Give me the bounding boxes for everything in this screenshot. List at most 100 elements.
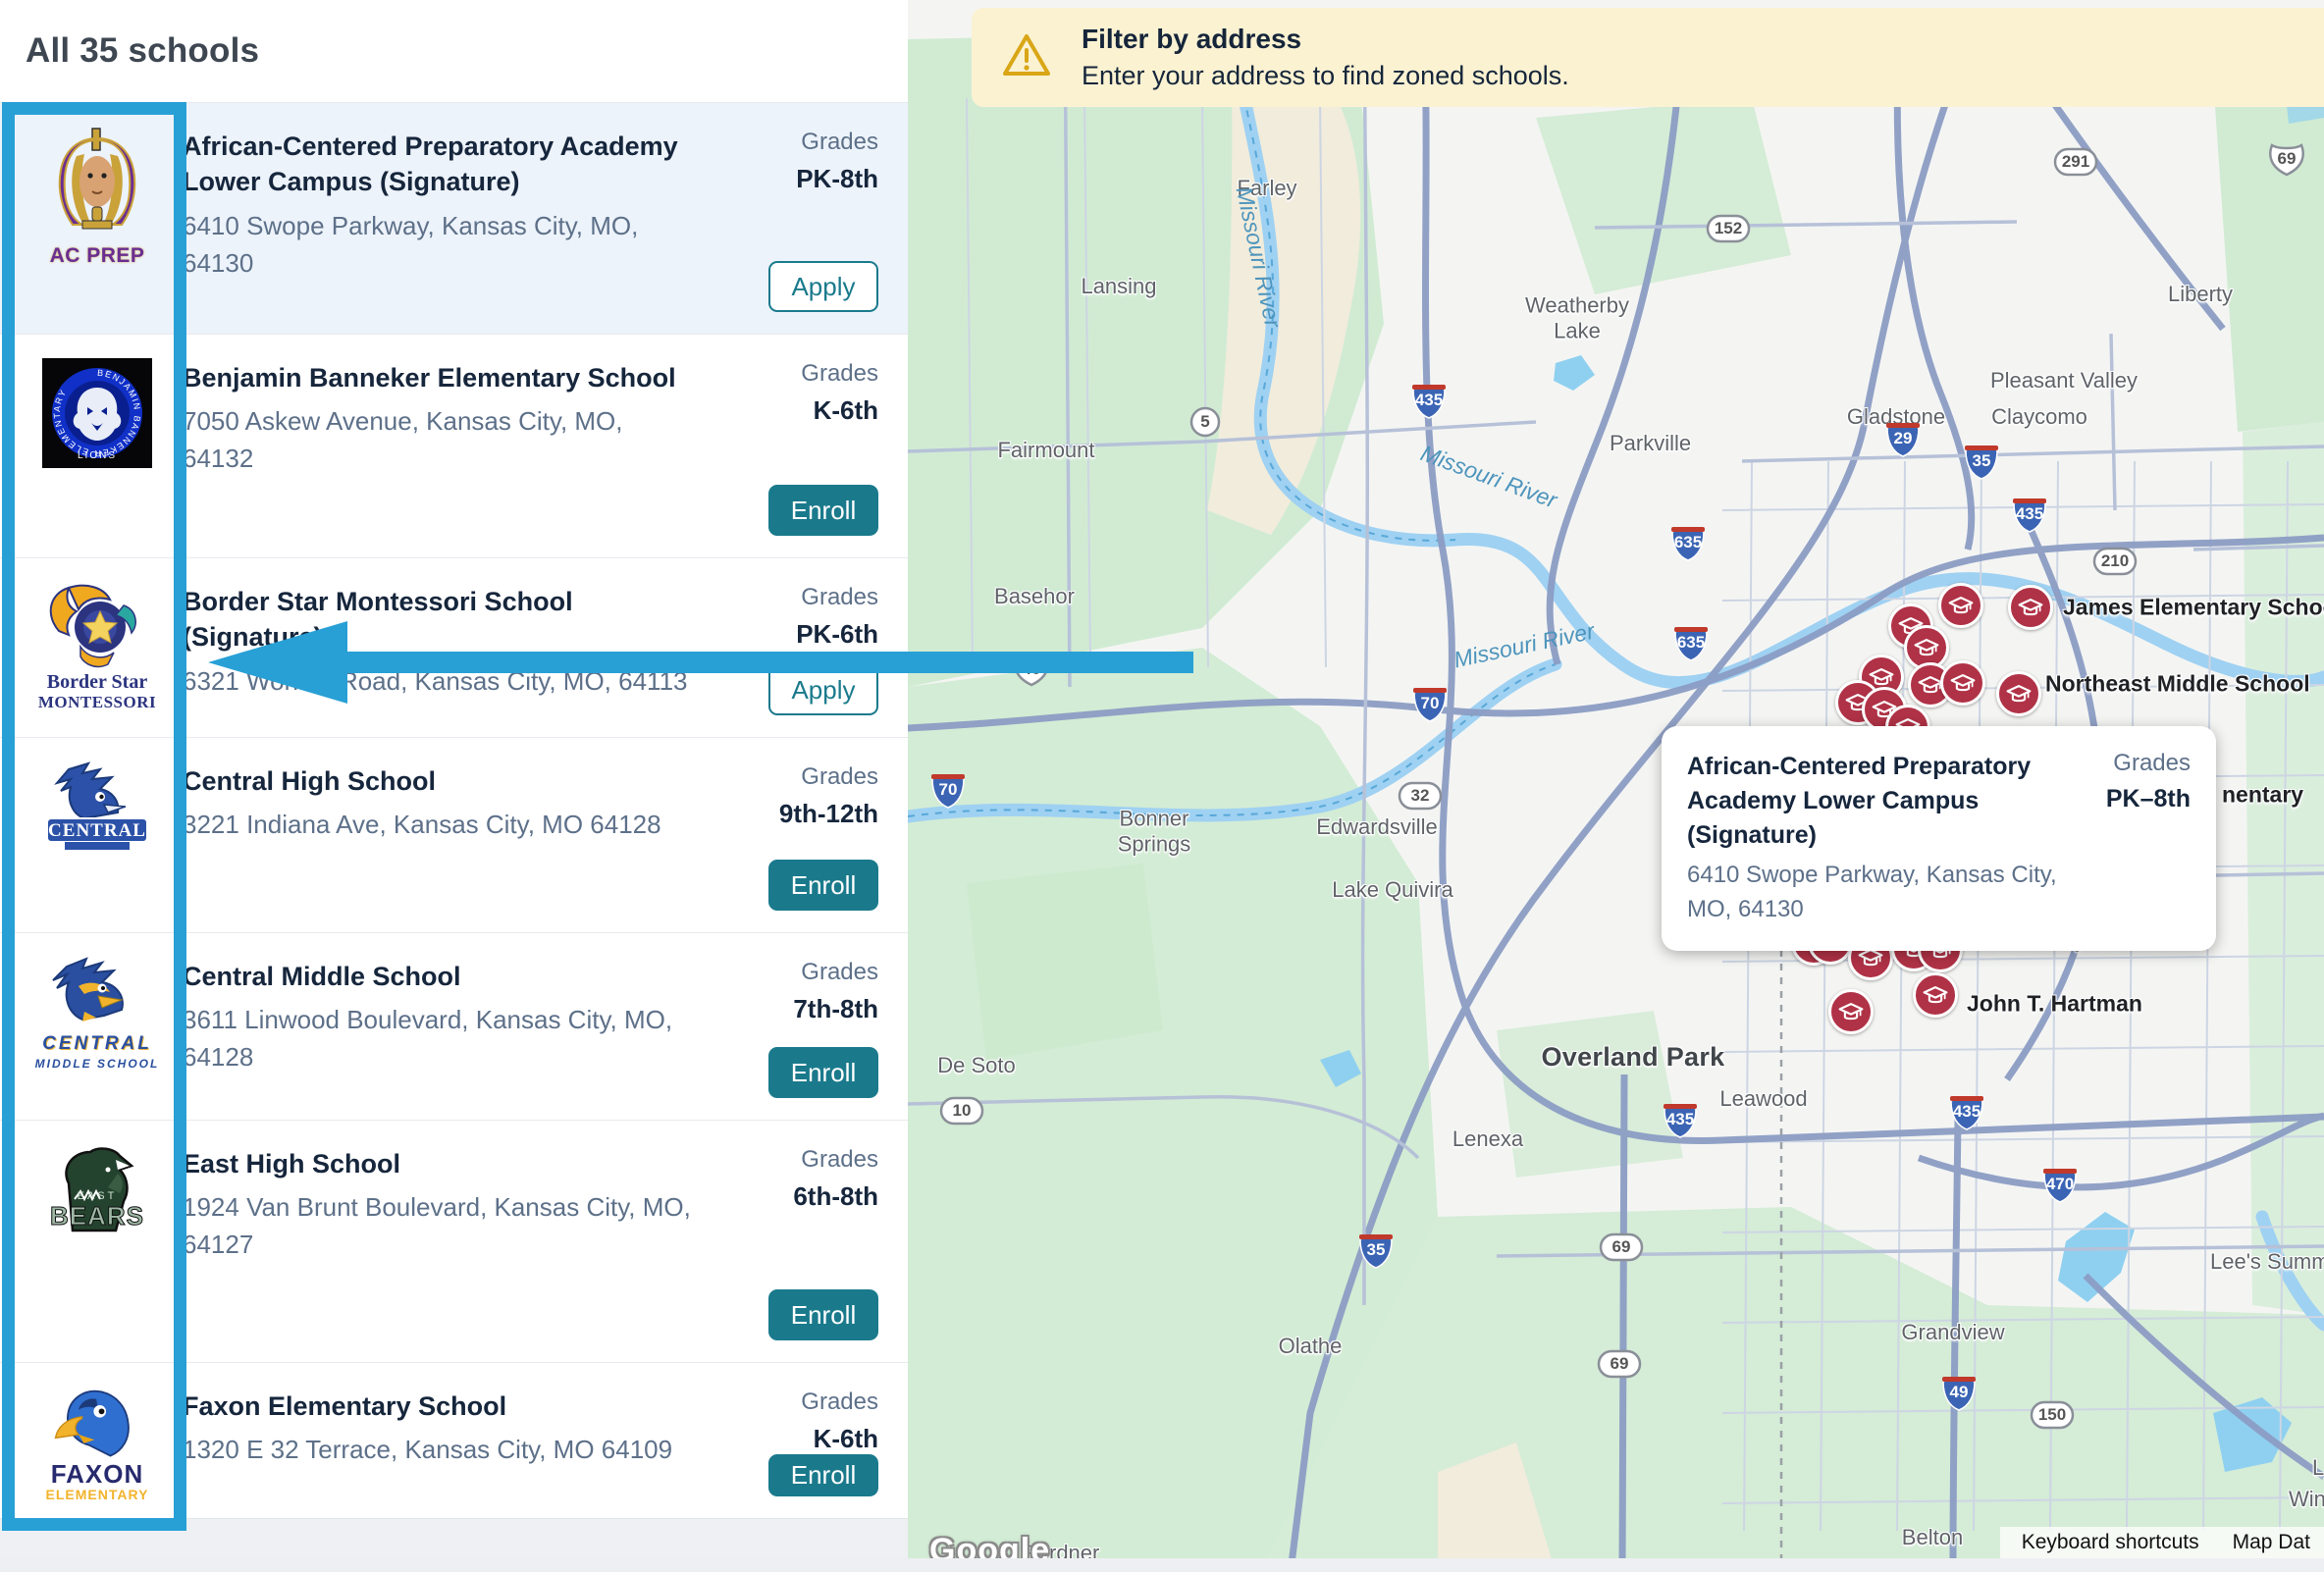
- highway-shield: 29: [1881, 417, 1925, 460]
- enroll-button[interactable]: Enroll: [768, 1454, 878, 1496]
- highway-shield: 35: [1960, 440, 2003, 483]
- popup-school-name: African-Centered Preparatory Academy Low…: [1687, 753, 2032, 849]
- east-logo-image: EAST BEARS: [49, 1147, 144, 1232]
- logo-caption: MONTESSORI: [37, 693, 157, 711]
- school-map-marker[interactable]: [1996, 671, 2041, 716]
- school-logo: CENTRAL: [29, 756, 165, 917]
- route-number: 69: [1610, 1354, 1629, 1373]
- school-logo: CENTRAL MIDDLE SCHOOL: [29, 951, 165, 1104]
- school-name[interactable]: Central Middle School: [183, 962, 461, 991]
- highway-shield: 49: [1937, 1371, 1981, 1414]
- grades-label: Grades: [801, 763, 878, 790]
- grades-label: Grades: [801, 1146, 878, 1173]
- school-map-label[interactable]: Northeast Middle School: [2045, 670, 2310, 697]
- map-city-label: Olathe: [1278, 1333, 1343, 1358]
- svg-text:EAST: EAST: [78, 1190, 118, 1202]
- school-map-label[interactable]: John T. Hartman: [1967, 990, 2142, 1017]
- school-row[interactable]: BENJAMIN BANNEKER ELEMENTARY LIONS Benja…: [0, 334, 908, 557]
- school-name[interactable]: African-Centered Preparatory Academy Low…: [183, 131, 678, 197]
- logo-caption: MIDDLE SCHOOL: [34, 1057, 160, 1071]
- grades-label: Grades: [801, 584, 878, 610]
- route-number: 35: [1366, 1240, 1386, 1259]
- school-address[interactable]: 3221 Indiana Ave, Kansas City, MO 64128: [183, 810, 661, 840]
- popup-grades-value: PK–8th: [2105, 785, 2191, 812]
- map-city-label: L: [2312, 1454, 2324, 1480]
- grades-value: 6th-8th: [793, 1181, 878, 1211]
- school-row[interactable]: EAST BEARS East High School 1924 Van Bru…: [0, 1120, 908, 1362]
- school-map-label[interactable]: nentary: [2222, 781, 2304, 808]
- grades-value: PK-8th: [796, 164, 878, 193]
- banneker-logo-image: BENJAMIN BANNEKER ELEMENTARY LIONS: [42, 358, 152, 468]
- borderstar-logo-image: [49, 584, 136, 668]
- school-name[interactable]: Benjamin Banneker Elementary School: [183, 363, 676, 393]
- enroll-button[interactable]: Enroll: [768, 1289, 878, 1340]
- logo-caption: ELEMENTARY: [45, 1487, 149, 1502]
- map-city-label: De Soto: [937, 1052, 1016, 1077]
- school-row[interactable]: CENTRAL Central High School 3221 Indiana…: [0, 737, 908, 932]
- route-number: 10: [952, 1101, 972, 1120]
- warning-icon: [1001, 31, 1052, 83]
- route-number: 150: [2037, 1405, 2067, 1424]
- keyboard-shortcuts-link[interactable]: Keyboard shortcuts: [2021, 1531, 2199, 1553]
- school-address[interactable]: 6410 Swope Parkway, Kansas City, MO, 641…: [183, 210, 639, 278]
- route-number: 49: [1949, 1383, 1969, 1401]
- highway-shield: 70: [926, 768, 970, 812]
- school-map-marker[interactable]: [1913, 972, 1958, 1018]
- map-city-label: Belton: [1901, 1524, 1964, 1549]
- annotation-arrow-shaft: [345, 652, 1193, 673]
- school-map-label[interactable]: James Elementary School: [2063, 594, 2324, 620]
- route-number: 70: [938, 780, 958, 799]
- highway-shield: 152: [1705, 213, 1752, 244]
- map-city-label: Lenexa: [1452, 1126, 1524, 1151]
- highway-shield: 291: [2052, 146, 2099, 178]
- school-map-marker[interactable]: [1938, 583, 1983, 628]
- grades-value: 7th-8th: [793, 994, 878, 1023]
- school-row[interactable]: FAXON ELEMENTARY Faxon Elementary School …: [0, 1362, 908, 1518]
- list-header: All 35 schools: [0, 0, 908, 102]
- school-address[interactable]: 1320 E 32 Terrace, Kansas City, MO 64109: [183, 1435, 673, 1465]
- map-popup: African-Centered Preparatory Academy Low…: [1662, 726, 2216, 951]
- popup-school-address: 6410 Swope Parkway, Kansas City, MO, 641…: [1687, 862, 2057, 922]
- apply-button[interactable]: Apply: [768, 261, 878, 312]
- route-number: 435: [1665, 1110, 1695, 1128]
- school-map-marker[interactable]: [2008, 585, 2053, 630]
- grades-label: Grades: [801, 1389, 878, 1415]
- route-number: 435: [1952, 1102, 1981, 1121]
- grades-value: 9th-12th: [778, 799, 878, 828]
- school-row[interactable]: CENTRAL MIDDLE SCHOOL Central Middle Scho…: [0, 932, 908, 1120]
- grades-value: K-6th: [813, 395, 878, 425]
- school-name[interactable]: Central High School: [183, 766, 437, 796]
- logo-caption: Border Star: [46, 671, 148, 693]
- school-logo: BENJAMIN BANNEKER ELEMENTARY LIONS: [29, 352, 165, 542]
- school-name[interactable]: Faxon Elementary School: [183, 1391, 507, 1421]
- school-map-marker[interactable]: [1828, 989, 1874, 1034]
- route-number: 32: [1410, 786, 1430, 805]
- enroll-button[interactable]: Enroll: [768, 860, 878, 911]
- school-name[interactable]: East High School: [183, 1149, 401, 1179]
- graduation-cap-icon: [1950, 674, 1976, 692]
- highway-shield: 470: [2038, 1163, 2082, 1206]
- enroll-button[interactable]: Enroll: [768, 485, 878, 536]
- highway-shield: 69: [1598, 1231, 1645, 1263]
- map-city-label: Grandview: [1901, 1319, 2005, 1344]
- map-city-label: Leawood: [1719, 1085, 1808, 1111]
- route-number: 291: [2061, 152, 2090, 171]
- school-address[interactable]: 7050 Askew Avenue, Kansas City, MO, 6413…: [183, 406, 623, 474]
- highway-shield: 69: [1596, 1348, 1643, 1380]
- enroll-button[interactable]: Enroll: [768, 1047, 878, 1098]
- map[interactable]: Farley Lansing Weatherby Lake Liberty Pleasa…: [908, 0, 2324, 1572]
- banner-subtitle: Enter your address to find zoned schools…: [1082, 61, 1569, 90]
- school-logo: EAST BEARS: [29, 1138, 165, 1346]
- school-address[interactable]: 3611 Linwood Boulevard, Kansas City, MO,…: [183, 1005, 673, 1073]
- svg-text:BEARS: BEARS: [50, 1201, 144, 1231]
- school-map-marker[interactable]: [1940, 660, 1985, 706]
- logo-caption: CENTRAL: [42, 1033, 152, 1054]
- route-number: 635: [1676, 633, 1706, 652]
- school-address[interactable]: 1924 Van Brunt Boulevard, Kansas City, M…: [183, 1192, 691, 1260]
- faxon-logo-image: [54, 1389, 130, 1457]
- highway-shield: 69: [2266, 139, 2307, 179]
- school-logo: Border Star MONTESSORI: [29, 576, 165, 721]
- graduation-cap-icon: [2018, 599, 2043, 616]
- school-row[interactable]: AC PREP African-Centered Preparatory Aca…: [0, 102, 908, 334]
